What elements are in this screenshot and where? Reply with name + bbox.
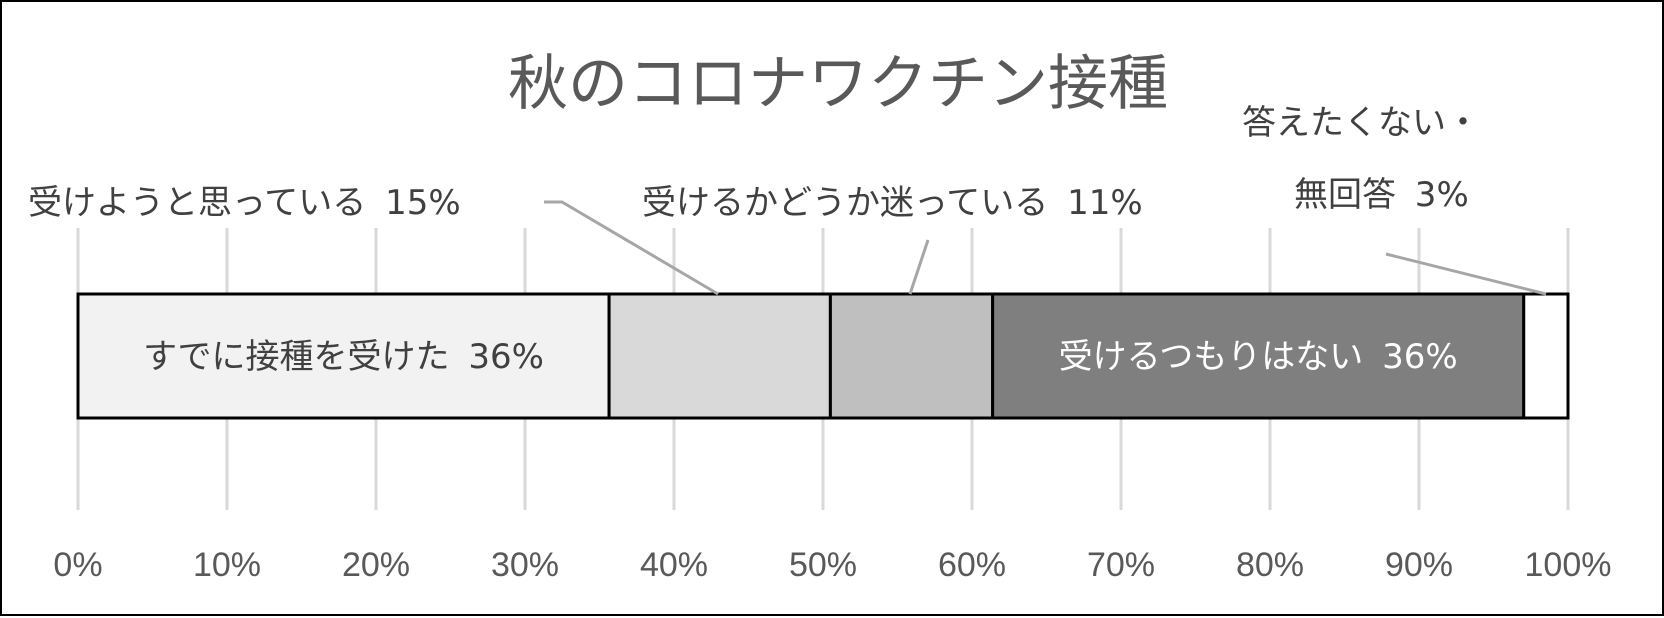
x-tick-label: 60%: [938, 546, 1006, 584]
bar-segment: [991, 292, 1526, 420]
data-label-no-answer-line2: 無回答 3%: [1294, 175, 1469, 215]
x-tick-label: 40%: [640, 546, 708, 584]
data-label-already-vaccinated: すでに接種を受けた 36%: [143, 337, 544, 377]
x-tick-label: 100%: [1525, 546, 1612, 584]
data-label-no-answer-line1: 答えたくない・: [1242, 103, 1480, 143]
x-tick-label: 50%: [789, 546, 857, 584]
leader-line: [544, 200, 719, 296]
bar-segment: [828, 292, 995, 420]
bar-segment: [1522, 292, 1570, 420]
bar-segment: [76, 292, 611, 420]
x-tick-label: 80%: [1236, 546, 1304, 584]
leader-line: [908, 239, 930, 295]
data-label-intend-to-get: 受けようと思っている 15%: [28, 183, 461, 223]
data-label-undecided: 受けるかどうか迷っている 11%: [642, 183, 1143, 223]
x-tick-label: 70%: [1087, 546, 1155, 584]
x-tick-label: 10%: [193, 546, 261, 584]
leader-line: [1385, 252, 1547, 296]
x-tick-label: 90%: [1385, 546, 1453, 584]
data-label-do-not-intend: 受けるつもりはない 36%: [1059, 337, 1458, 377]
bar-segment: [607, 292, 832, 420]
x-tick-label: 30%: [491, 546, 559, 584]
chart-title: 秋のコロナワクチン接種: [508, 49, 1168, 119]
x-tick-label: 0%: [53, 546, 102, 584]
x-tick-label: 20%: [342, 546, 410, 584]
